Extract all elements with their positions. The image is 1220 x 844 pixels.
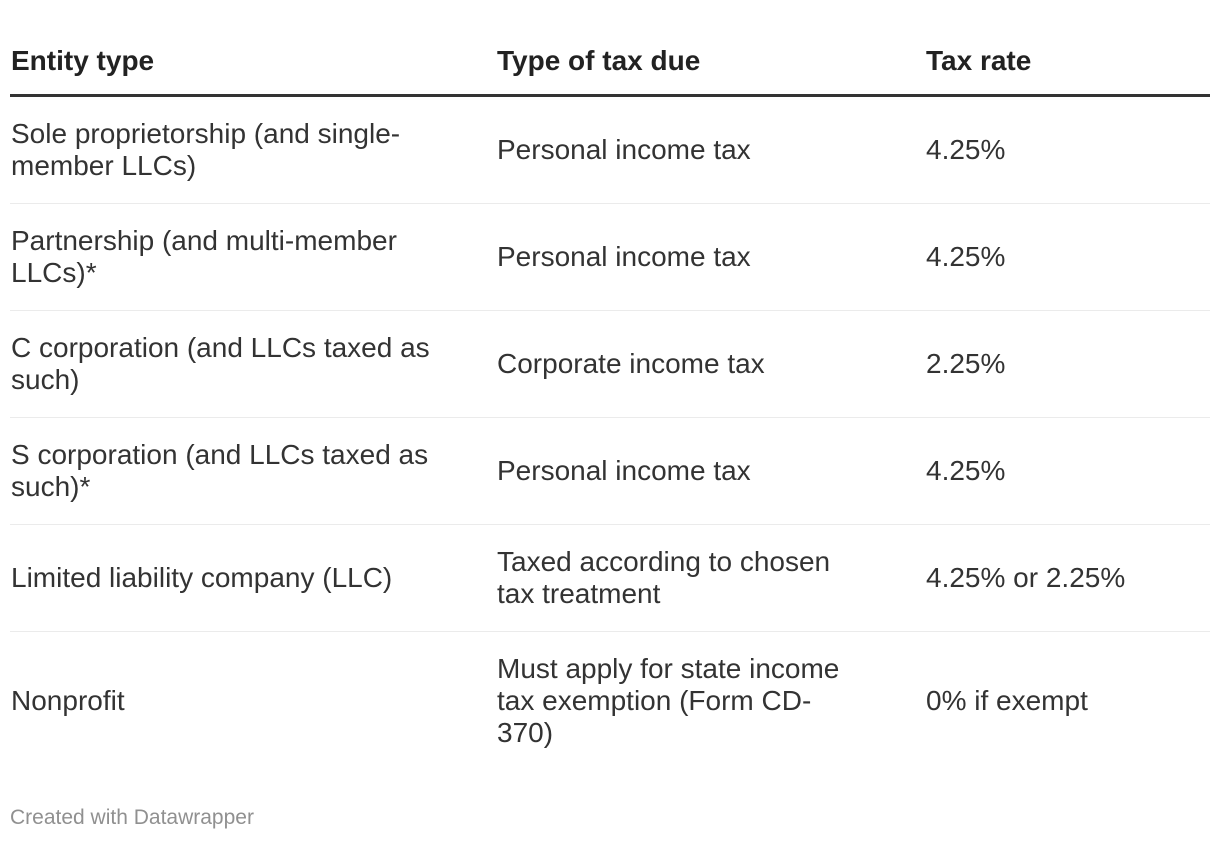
entity-type-cell: C corporation (and LLCs taxed as such) xyxy=(10,310,496,418)
entity-type-cell: Partnership (and multi-member LLCs)* xyxy=(10,203,496,311)
entity-type-cell: Nonprofit xyxy=(11,685,125,716)
table-row: C corporation (and LLCs taxed as such) C… xyxy=(10,310,1210,418)
table-row: Sole proprietorship (and single-member L… xyxy=(10,95,1210,204)
tax-due-cell: Taxed according to chosen tax treatment xyxy=(496,524,925,632)
tax-due-cell: Must apply for state income tax exemptio… xyxy=(497,653,840,748)
table-row: Limited liability company (LLC) Taxed ac… xyxy=(10,524,1210,632)
tax-due-cell: Personal income tax xyxy=(496,95,925,204)
column-header-type-of-tax-due: Type of tax due xyxy=(496,0,925,97)
column-header-tax-rate: Tax rate xyxy=(925,0,1210,97)
entity-type-cell: Sole proprietorship (and single-member L… xyxy=(10,95,496,204)
tax-rate-cell: 0% if exempt xyxy=(926,685,1088,716)
table-row: Nonprofit Must apply for state income ta… xyxy=(10,632,1210,771)
datawrapper-credit-link[interactable]: Created with Datawrapper xyxy=(10,806,254,829)
entity-type-cell: Limited liability company (LLC) xyxy=(10,524,496,632)
tax-due-cell: Corporate income tax xyxy=(496,310,925,418)
tax-due-cell: Personal income tax xyxy=(496,203,925,311)
tax-due-cell: Personal income tax xyxy=(496,417,925,525)
table-row: Partnership (and multi-member LLCs)* Per… xyxy=(10,203,1210,311)
tax-rate-cell: 4.25% xyxy=(925,203,1210,311)
column-header-entity-type: Entity type xyxy=(10,0,496,97)
entity-type-cell: S corporation (and LLCs taxed as such)* xyxy=(10,417,496,525)
tax-rate-cell: 2.25% xyxy=(925,310,1210,418)
tax-rate-cell: 4.25% xyxy=(925,417,1210,525)
tax-rate-cell: 4.25% or 2.25% xyxy=(925,524,1210,632)
header-row: Entity type Type of tax due Tax rate xyxy=(10,0,1210,97)
attribution-footer: Created with Datawrapper xyxy=(10,806,1210,830)
tax-rate-table: Entity type Type of tax due Tax rate Sol… xyxy=(10,0,1210,770)
tax-rate-cell: 4.25% xyxy=(925,95,1210,204)
table-row: S corporation (and LLCs taxed as such)* … xyxy=(10,417,1210,525)
